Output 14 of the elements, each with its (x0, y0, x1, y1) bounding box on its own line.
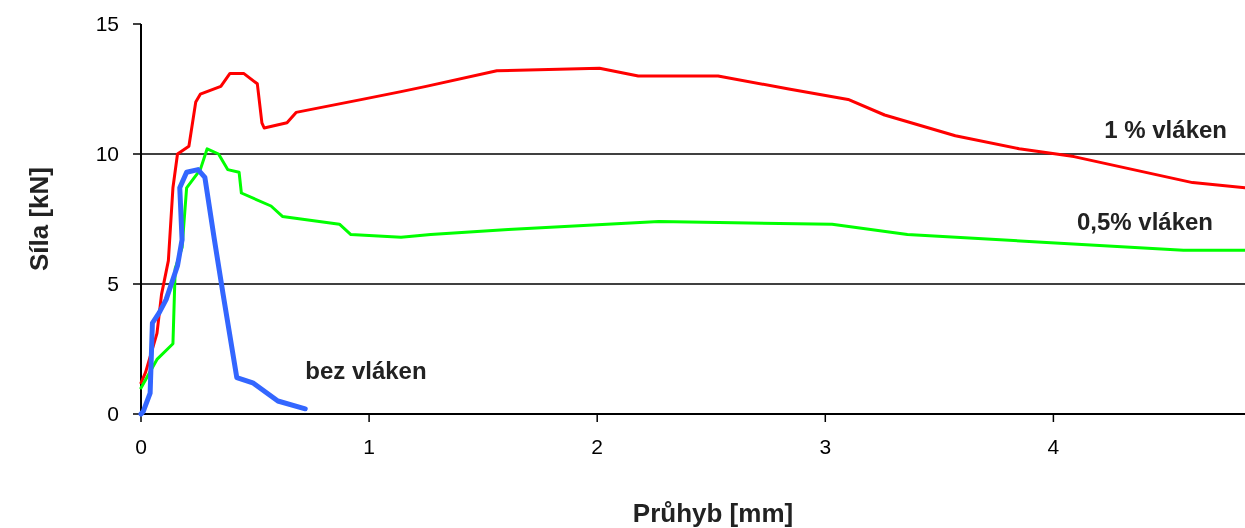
series-label: bez vláken (305, 356, 427, 384)
x-tick-label: 1 (363, 435, 375, 458)
y-tick-label: 0 (107, 402, 119, 426)
x-tick-label: 3 (819, 435, 832, 458)
y-tick-label: 5 (107, 272, 119, 296)
x-tick-label: 0 (135, 435, 147, 458)
y-tick-label: 15 (95, 12, 119, 36)
x-tick-label: 4 (1047, 435, 1060, 458)
y-tick-label: 10 (95, 142, 119, 166)
x-axis-title: Průhyb [mm] (632, 498, 794, 528)
y-axis-title: Síla [kN] (24, 166, 54, 272)
series-label: 1 % vláken (1104, 115, 1227, 143)
series-label: 0,5% vláken (1076, 208, 1213, 236)
x-tick-label: 2 (591, 435, 604, 458)
